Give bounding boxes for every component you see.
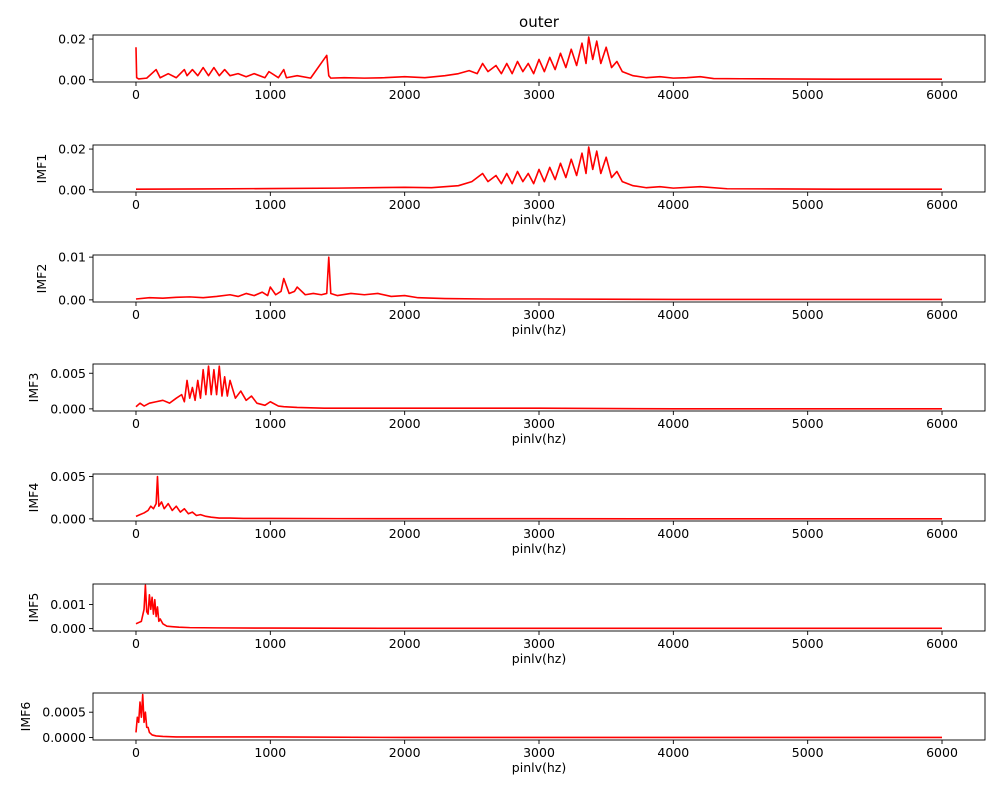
series-line-IMF2 — [135, 256, 943, 301]
x-tick-label: 2000 — [389, 307, 421, 322]
y-tick-label: 0.005 — [50, 469, 86, 484]
x-tick-label: 4000 — [657, 745, 689, 760]
x-tick-label: 5000 — [792, 526, 824, 541]
y-tick-label: 0.00 — [58, 182, 86, 197]
subplot-2: 0 1000 2000 3000 4000 5000 6000 0.00 0.02 pinlv(h… — [34, 142, 986, 227]
x-tick-label: 4000 — [657, 197, 689, 212]
axes-frame — [92, 583, 986, 632]
axes-frame — [92, 34, 986, 83]
x-tick-label: 4000 — [657, 636, 689, 651]
x-tick-label: 5000 — [792, 416, 824, 431]
x-tick-label: 3000 — [523, 745, 555, 760]
x-tick-label: 0 — [132, 87, 140, 102]
x-tick-label: 6000 — [926, 636, 958, 651]
x-tick-label: 3000 — [523, 87, 555, 102]
y-axis-label: IMF6 — [18, 702, 33, 732]
y-tick-label: 0.01 — [58, 250, 86, 265]
x-tick-label: 2000 — [389, 87, 421, 102]
axes-frame — [92, 473, 986, 522]
x-tick-label: 6000 — [926, 745, 958, 760]
series-line-IMF4 — [135, 475, 943, 520]
x-tick-label: 4000 — [657, 307, 689, 322]
x-tick-label: 2000 — [389, 636, 421, 651]
chart-title: outer — [519, 13, 560, 31]
x-tick-label: 0 — [132, 636, 140, 651]
y-tick-label: 0.00 — [58, 72, 86, 87]
y-tick-label: 0.001 — [50, 597, 86, 612]
x-tick-label: 0 — [132, 416, 140, 431]
x-tick-label: 0 — [132, 745, 140, 760]
series-line-outer — [135, 36, 943, 80]
x-tick-label: 2000 — [389, 416, 421, 431]
x-axis-label: pinlv(hz) — [512, 322, 566, 337]
y-tick-label: 0.02 — [58, 142, 86, 157]
y-tick-label: 0.00 — [58, 292, 86, 307]
y-tick-label: 0.0000 — [42, 730, 86, 745]
x-axis-label: pinlv(hz) — [512, 651, 566, 666]
series-line-IMF5 — [135, 584, 943, 630]
x-tick-label: 3000 — [523, 197, 555, 212]
x-tick-label: 3000 — [523, 636, 555, 651]
x-tick-label: 2000 — [389, 197, 421, 212]
x-tick-label: 6000 — [926, 87, 958, 102]
subplot-5: 0 1000 2000 3000 4000 5000 6000 0.000 0.005 pinlv… — [26, 469, 986, 556]
y-tick-label: 0.0005 — [42, 705, 86, 720]
y-axis-label: IMF4 — [26, 483, 41, 513]
x-tick-label: 1000 — [254, 526, 286, 541]
x-tick-label: 1000 — [254, 87, 286, 102]
x-axis-label: pinlv(hz) — [512, 760, 566, 775]
y-axis-label: IMF3 — [26, 373, 41, 403]
subplot-3: 0 1000 2000 3000 4000 5000 6000 0.00 0.01 pinlv(h… — [34, 250, 986, 337]
y-tick-label: 0.005 — [50, 366, 86, 381]
x-tick-label: 4000 — [657, 526, 689, 541]
x-tick-label: 1000 — [254, 307, 286, 322]
x-tick-label: 0 — [132, 307, 140, 322]
y-tick-label: 0.000 — [50, 621, 86, 636]
x-tick-label: 2000 — [389, 745, 421, 760]
x-tick-label: 0 — [132, 197, 140, 212]
x-tick-label: 5000 — [792, 307, 824, 322]
subplot-6: 0 1000 2000 3000 4000 5000 6000 0.000 0.001 pinlv… — [26, 583, 986, 666]
x-tick-label: 6000 — [926, 197, 958, 212]
x-tick-label: 6000 — [926, 307, 958, 322]
y-tick-label: 0.02 — [58, 32, 86, 47]
x-tick-label: 6000 — [926, 526, 958, 541]
axes-frame — [92, 144, 986, 193]
y-tick-label: 0.000 — [50, 511, 86, 526]
axes-frame — [92, 692, 986, 741]
x-tick-label: 1000 — [254, 636, 286, 651]
x-tick-label: 4000 — [657, 87, 689, 102]
x-tick-label: 3000 — [523, 416, 555, 431]
x-tick-label: 3000 — [523, 307, 555, 322]
x-tick-label: 5000 — [792, 745, 824, 760]
y-tick-label: 0.000 — [50, 401, 86, 416]
x-tick-label: 4000 — [657, 416, 689, 431]
series-line-IMF6 — [135, 693, 943, 739]
x-tick-label: 5000 — [792, 87, 824, 102]
y-axis-label: IMF5 — [26, 593, 41, 623]
subplot-7: 0 1000 2000 3000 4000 5000 6000 0.0000 0.0005 pin… — [18, 692, 986, 775]
x-tick-label: 0 — [132, 526, 140, 541]
x-axis-label: pinlv(hz) — [512, 212, 566, 227]
y-axis-label: IMF2 — [34, 264, 49, 294]
x-tick-label: 1000 — [254, 197, 286, 212]
x-tick-label: 1000 — [254, 745, 286, 760]
x-tick-label: 1000 — [254, 416, 286, 431]
x-tick-label: 5000 — [792, 636, 824, 651]
y-axis-label: IMF1 — [34, 154, 49, 184]
series-line-IMF3 — [135, 365, 943, 410]
x-tick-label: 5000 — [792, 197, 824, 212]
series-line-IMF1 — [135, 146, 943, 190]
x-axis-label: pinlv(hz) — [512, 431, 566, 446]
subplot-1: 0 1000 2000 3000 4000 5000 6000 0.00 0.02 outer — [58, 13, 986, 102]
x-tick-label: 2000 — [389, 526, 421, 541]
x-tick-label: 6000 — [926, 416, 958, 431]
x-tick-label: 3000 — [523, 526, 555, 541]
x-axis-label: pinlv(hz) — [512, 541, 566, 556]
subplot-4: 0 1000 2000 3000 4000 5000 6000 0.000 0.005 pinlv… — [26, 363, 986, 446]
